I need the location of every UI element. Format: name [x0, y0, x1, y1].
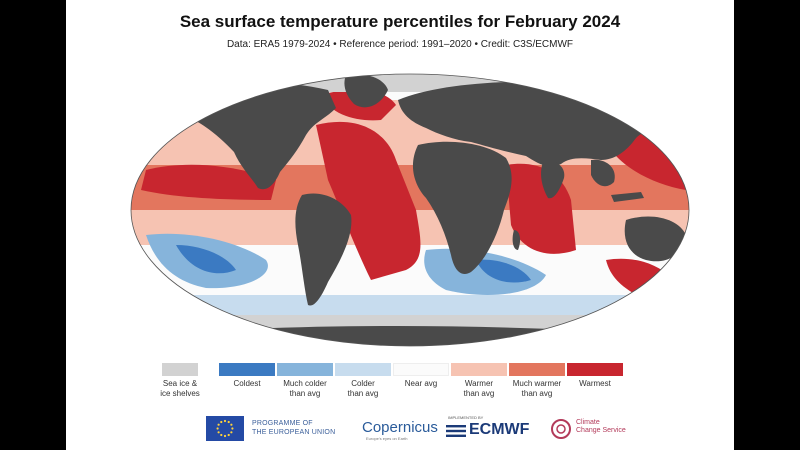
- legend-label-near-avg-line1: Near avg: [404, 379, 438, 388]
- c3s-line2: Change Service: [576, 427, 626, 434]
- legend-label-warmer: Warmer than avg: [451, 379, 507, 399]
- eu-stars-icon: [216, 419, 234, 438]
- east-pacific-warmest: [141, 164, 276, 200]
- copernicus-logo: Copernicus: [362, 419, 438, 436]
- map-figure: Sea surface temperature percentiles for …: [66, 0, 734, 450]
- legend-swatch-sea-ice: [162, 363, 198, 376]
- ecmwf-implemented-by: IMPLEMENTED BY: [448, 415, 484, 420]
- ecmwf-logo: ECMWF: [469, 421, 530, 438]
- legend-swatch-much-warmer: [509, 363, 565, 376]
- legend-label-coldest-line1: Coldest: [233, 379, 261, 388]
- globe-outline: [130, 73, 690, 347]
- eu-flag-icon: [206, 416, 244, 441]
- legend-swatch-coldest: [219, 363, 275, 376]
- ecmwf-icon: [446, 425, 466, 437]
- map-subtitle: Data: ERA5 1979-2024 • Reference period:…: [226, 39, 574, 50]
- legend-label-sea-ice-line2: ice shelves: [160, 389, 200, 398]
- legend-label-coldest: Coldest: [219, 379, 275, 389]
- legend-label-sea-ice: Sea ice & ice shelves: [152, 379, 208, 399]
- legend-label-sea-ice-line1: Sea ice &: [162, 379, 198, 388]
- legend-label-much-colder-line1: Much colder: [283, 379, 327, 388]
- eu-line2: THE EUROPEAN UNION: [252, 429, 336, 436]
- legend-label-warmest: Warmest: [567, 379, 623, 389]
- legend-label-colder-line2: than avg: [347, 389, 379, 398]
- legend-label-near-avg: Near avg: [393, 379, 449, 389]
- southeast-asia-land: [591, 159, 615, 187]
- legend-label-colder-line1: Colder: [351, 379, 375, 388]
- eu-line1: PROGRAMME OF: [252, 420, 313, 427]
- atlantic-warmest: [316, 121, 421, 280]
- map-body: [131, 74, 702, 346]
- africa-land: [412, 141, 512, 275]
- legend-label-much-warmer-line1: Much warmer: [512, 379, 562, 388]
- antarctica-land: [131, 326, 689, 346]
- map-title: Sea surface temperature percentiles for …: [179, 12, 621, 31]
- southern-ocean-cool: [131, 295, 689, 320]
- indonesia-land: [611, 192, 644, 202]
- c3s-icon: [551, 419, 571, 439]
- legend-label-warmer-line1: Warmer: [464, 379, 494, 388]
- legend-label-much-colder-line2: than avg: [289, 389, 321, 398]
- legend-label-warmer-line2: than avg: [463, 389, 495, 398]
- australia-land: [624, 216, 686, 262]
- madagascar-land: [512, 230, 521, 250]
- c3s-text: Climate Change Service: [576, 419, 626, 435]
- greenland-land: [344, 74, 388, 108]
- legend-label-colder: Colder than avg: [335, 379, 391, 399]
- india-land: [541, 160, 565, 199]
- legend-swatch-colder: [335, 363, 391, 376]
- legend: Sea ice & ice shelves Coldest Much colde…: [66, 360, 734, 410]
- south-indian-coldest: [476, 259, 531, 283]
- legend-swatch-near-avg: [393, 363, 449, 376]
- south-america-land: [295, 193, 352, 306]
- legend-label-much-warmer: Much warmer than avg: [503, 379, 571, 399]
- legend-label-much-colder: Much colder than avg: [271, 379, 339, 399]
- south-pacific-coldest: [176, 245, 236, 274]
- copernicus-tagline: Europe's eyes on Earth: [366, 436, 408, 441]
- legend-swatch-warmest: [567, 363, 623, 376]
- legend-swatch-warmer: [451, 363, 507, 376]
- arctic-ice: [131, 74, 689, 92]
- legend-label-much-warmer-line2: than avg: [521, 389, 553, 398]
- world-map: [130, 73, 702, 347]
- new-zealand-land: [694, 265, 702, 282]
- logo-bar: PROGRAMME OF THE EUROPEAN UNION Copernic…: [66, 410, 734, 450]
- c3s-line1: Climate: [576, 419, 600, 426]
- legend-swatch-much-colder: [277, 363, 333, 376]
- eu-programme-text: PROGRAMME OF THE EUROPEAN UNION: [252, 419, 335, 437]
- legend-label-warmest-line1: Warmest: [579, 379, 611, 388]
